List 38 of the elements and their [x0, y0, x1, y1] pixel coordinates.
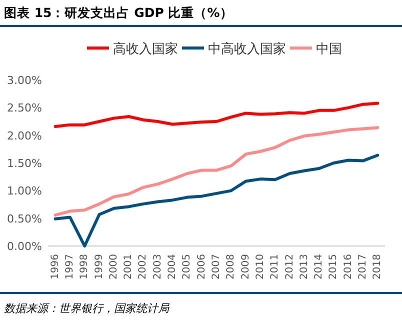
x-tick-label: 2011	[270, 254, 281, 280]
legend-label: 中高收入国家	[208, 41, 286, 57]
x-tick-label: 1997	[64, 254, 76, 280]
y-tick-label: 0.50%	[7, 212, 42, 226]
x-tick-label: 2010	[254, 254, 266, 280]
x-tick-label: 2000	[108, 254, 120, 280]
x-tick-label: 2003	[152, 254, 164, 280]
x-tick-label: 2012	[284, 254, 296, 280]
x-tick-label: 2008	[226, 254, 237, 280]
x-tick-label: 2002	[138, 254, 149, 280]
x-tick-label: 2016	[342, 254, 354, 280]
x-tick-label: 2004	[167, 254, 178, 280]
x-tick-label: 1999	[94, 254, 105, 280]
x-tick-label: 2018	[372, 254, 384, 280]
x-tick-label: 2009	[240, 254, 252, 280]
y-tick-label: 2.50%	[7, 102, 42, 115]
y-tick-label: 0.00%	[7, 240, 42, 253]
line-series	[54, 154, 380, 248]
x-tick-label: 2005	[182, 254, 193, 280]
line-series	[54, 126, 380, 217]
x-tick-label: 2014	[314, 254, 325, 280]
source-note: 数据来源：世界银行，国家统计局	[4, 302, 170, 315]
x-tick-label: 2001	[123, 254, 134, 280]
x-tick-label: 2015	[328, 254, 340, 280]
chart-title: 图表 15：研发支出占 GDP 比重（%）	[4, 5, 233, 20]
line-series	[54, 102, 380, 128]
legend-label: 中国	[316, 42, 342, 57]
x-tick-label: 1996	[50, 254, 61, 280]
y-tick-label: 3.00%	[7, 74, 42, 87]
y-tick-label: 1.50%	[7, 157, 42, 170]
x-tick-label: 1998	[79, 254, 90, 280]
x-tick-label: 2017	[358, 254, 369, 280]
x-tick-label: 2013	[298, 254, 310, 280]
y-tick-label: 2.00%	[7, 129, 42, 142]
x-tick-label: 2007	[211, 254, 222, 280]
y-tick-label: 1.00%	[7, 184, 42, 198]
legend-label: 高收入国家	[113, 41, 178, 57]
x-tick-label: 2006	[196, 254, 208, 280]
